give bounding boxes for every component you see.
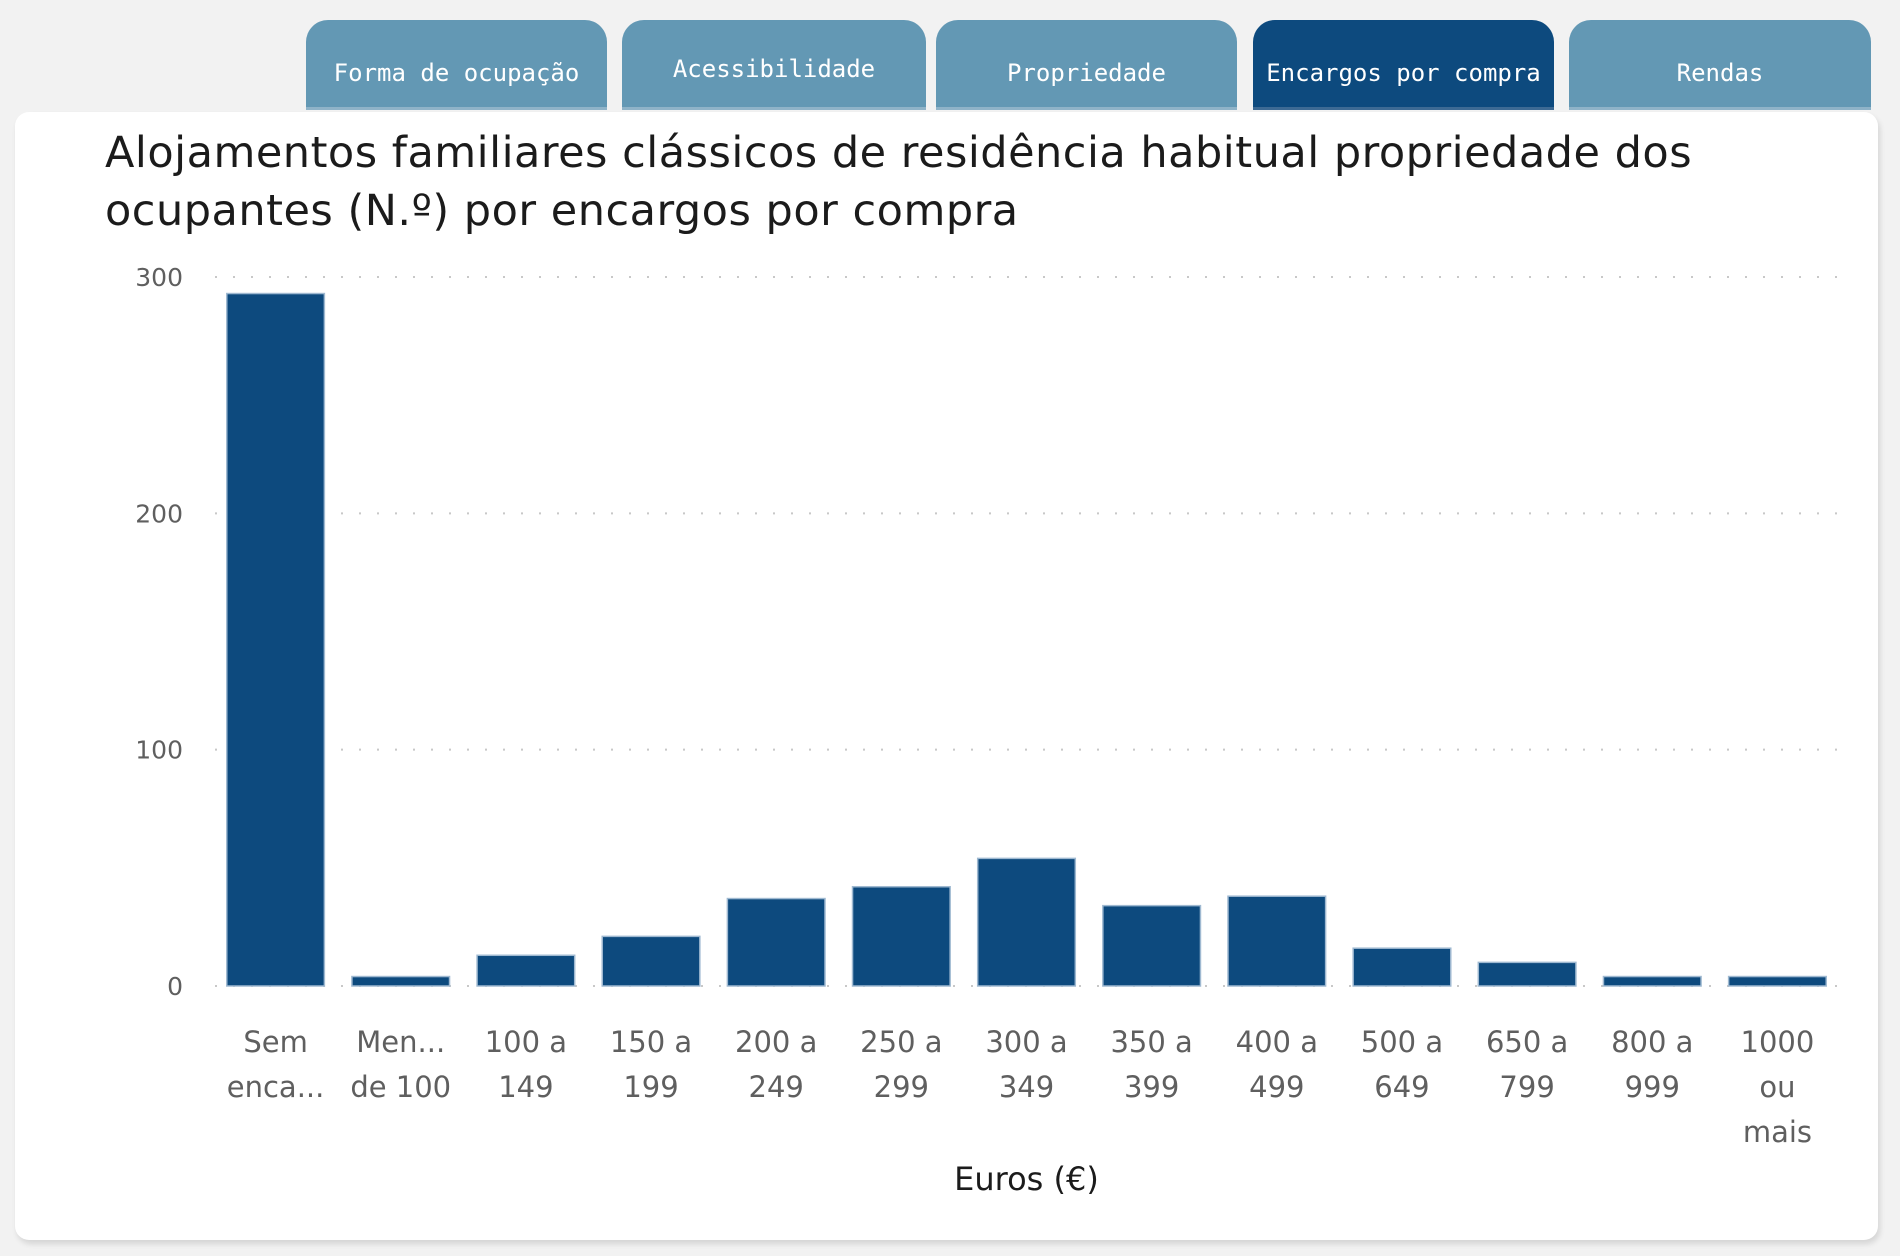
tab-rendas[interactable]: Rendas [1569,20,1871,110]
bar[interactable] [476,954,576,987]
bar[interactable] [726,897,826,987]
x-tick-label: ou [1759,1070,1795,1104]
x-tick-label: Sem [243,1025,308,1059]
x-tick-label: Men... [356,1025,445,1059]
tab-acessibilidade[interactable]: Acessibilidade [622,20,926,110]
x-tick-label: enca... [227,1070,325,1104]
x-tick-label: 199 [623,1070,678,1104]
x-tick-label: 300 a [985,1025,1067,1059]
bar[interactable] [851,885,951,987]
bar[interactable] [601,935,701,987]
tab-propriedade[interactable]: Propriedade [936,20,1237,110]
bars [226,292,1827,987]
x-tick-label: 650 a [1486,1025,1568,1059]
y-axis: 0 100 200 300 [135,263,183,1001]
x-tick-label: 999 [1625,1070,1680,1104]
x-axis: Sem enca... Men... de 100 100 a 149 150 a 199 20… [227,1025,1815,1149]
x-tick-label: 200 a [735,1025,817,1059]
y-tick-label: 0 [167,972,183,1001]
x-tick-label: 100 a [485,1025,567,1059]
x-tick-label: 1000 [1741,1025,1815,1059]
bar[interactable] [1227,895,1327,987]
x-tick-label: 800 a [1611,1025,1693,1059]
x-tick-label: 299 [874,1070,929,1104]
bar[interactable] [1477,961,1577,987]
x-tick-label: 649 [1374,1070,1429,1104]
x-tick-label: 249 [749,1070,804,1104]
bar[interactable] [1352,947,1452,987]
bar[interactable] [976,857,1077,987]
x-tick-label: 149 [498,1070,553,1104]
x-tick-label: mais [1743,1115,1812,1149]
x-tick-label: 400 a [1236,1025,1318,1059]
x-axis-title: Euros (€) [954,1160,1099,1198]
x-tick-label: 499 [1249,1070,1304,1104]
chart-title: Alojamentos familiares clássicos de resi… [105,128,1693,236]
tab-forma-de-ocupacao[interactable]: Forma de ocupação [306,20,607,110]
x-tick-label: 799 [1499,1070,1554,1104]
bar[interactable] [226,292,326,987]
bar[interactable] [1727,975,1827,987]
x-tick-label: 500 a [1361,1025,1443,1059]
bar[interactable] [1102,904,1202,987]
x-tick-label: 150 a [610,1025,692,1059]
x-tick-label: 349 [999,1070,1054,1104]
y-tick-label: 300 [135,263,183,292]
x-tick-label: de 100 [350,1070,451,1104]
chart-card: Alojamentos familiares clássicos de resi… [15,112,1878,1240]
bar[interactable] [1602,975,1702,987]
tab-encargos-por-compra[interactable]: Encargos por compra [1253,20,1554,110]
bar-chart: 0 100 200 300 Sem enca... Men... de 100 100 a 14… [135,263,1845,1198]
bar[interactable] [351,975,451,987]
x-tick-label: 250 a [860,1025,942,1059]
x-tick-label: 399 [1124,1070,1179,1104]
y-tick-label: 200 [135,499,183,528]
y-tick-label: 100 [135,736,183,765]
x-tick-label: 350 a [1110,1025,1192,1059]
